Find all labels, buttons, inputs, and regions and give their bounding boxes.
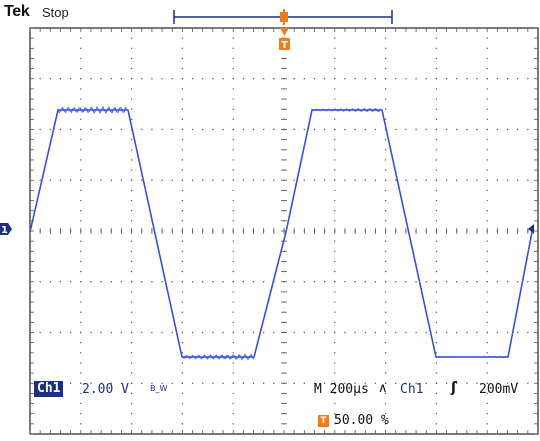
trigger-source: Ch1 [400, 382, 424, 397]
volts-per-div: 2.00 V [82, 382, 129, 397]
trigger-position-marker[interactable]: T [279, 28, 290, 51]
trigger-marker-label: T [281, 40, 288, 51]
bandwidth-limit-icon: B_W [150, 384, 168, 393]
rising-edge-icon: ʃ [451, 380, 457, 396]
trigger-level-marker[interactable] [528, 224, 534, 234]
readout-bar: Ch1 2.00 V B_W M 200µs ∧ Ch1 ʃ 200mV T 5… [0, 376, 540, 436]
graticule-grid [29, 27, 538, 435]
trigger-level-readout: 200mV [479, 382, 519, 397]
trigger-mode-icon: ∧ [378, 381, 388, 396]
ch1-marker-label: 1 [1, 225, 8, 236]
acquisition-status: Stop [42, 5, 69, 20]
brand-label: Tek [4, 3, 30, 20]
ch1-waveform [29, 105, 533, 361]
trigger-position-readout: 50.00 % [334, 413, 389, 428]
timebase-readout: M 200µs [314, 382, 369, 397]
record-view-bar [173, 9, 393, 25]
trigger-position-icon: T [318, 415, 329, 427]
ch1-ground-marker[interactable]: 1 [0, 223, 12, 236]
channel-badge[interactable]: Ch1 [34, 381, 64, 397]
top-status-bar: Tek Stop [0, 0, 540, 26]
